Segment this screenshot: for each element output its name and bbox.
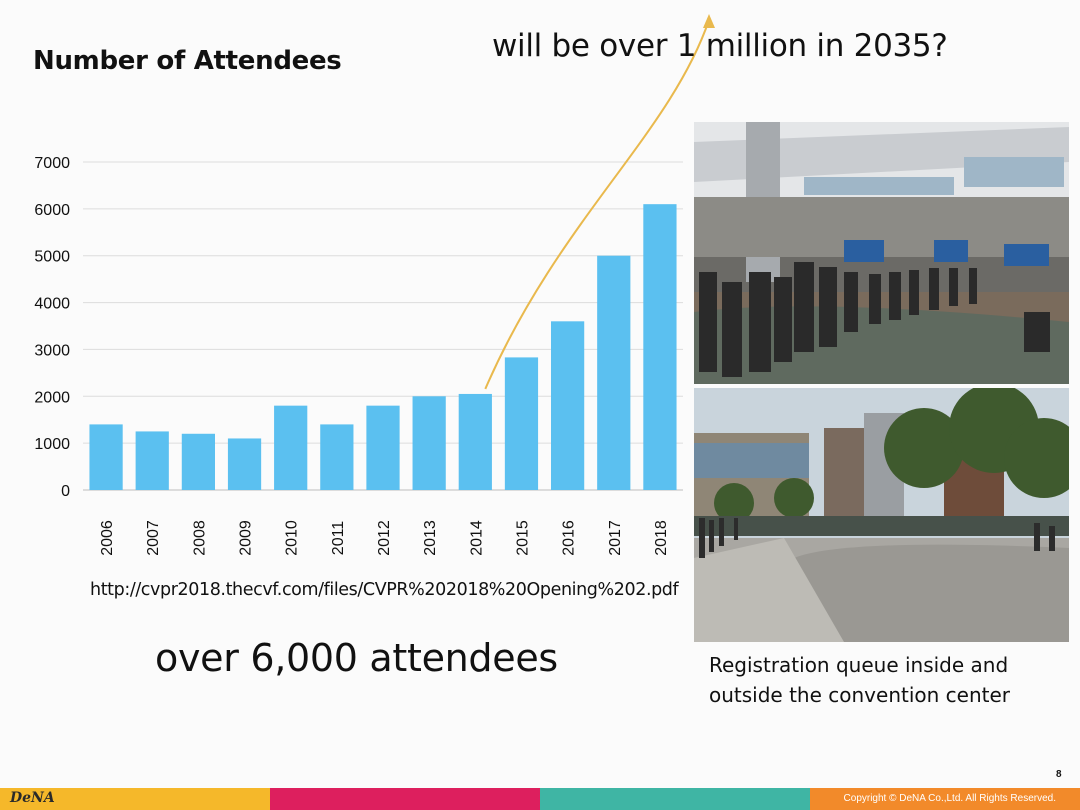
bar	[366, 405, 400, 490]
x-tick-label: 2016	[561, 520, 578, 556]
x-tick-label: 2006	[99, 520, 116, 556]
bar	[458, 393, 492, 490]
attendee-claim: over 6,000 attendees	[155, 636, 558, 680]
trend-arrow-line	[484, 19, 710, 390]
footer-segment-teal	[540, 788, 810, 810]
footer-segment-yellow	[0, 788, 270, 810]
footer-segment-orange	[810, 788, 1080, 810]
bar	[597, 255, 631, 490]
footer-segment-pink	[270, 788, 540, 810]
registration-queue-indoor-photo	[694, 122, 1069, 384]
x-tick-label: 2013	[422, 520, 439, 556]
x-tick-label: 2015	[514, 520, 531, 556]
y-tick-label: 1000	[34, 436, 70, 453]
x-tick-label: 2008	[191, 520, 208, 556]
x-tick-label: 2012	[376, 520, 393, 556]
page-number: 8	[1056, 769, 1062, 780]
dena-logo: DeNA	[10, 790, 55, 806]
bar	[89, 424, 123, 490]
bar	[551, 321, 585, 490]
y-tick-label: 6000	[34, 202, 70, 219]
y-tick-label: 4000	[34, 296, 70, 313]
y-tick-label: 3000	[34, 342, 70, 359]
x-tick-label: 2007	[145, 520, 162, 556]
x-tick-label: 2018	[653, 520, 670, 556]
footer-color-bar	[0, 788, 1080, 810]
photo-caption: Registration queue inside and outside th…	[709, 653, 1011, 707]
bar	[274, 405, 308, 490]
bar	[181, 433, 215, 490]
y-tick-label: 0	[61, 483, 70, 500]
x-tick-label: 2014	[468, 520, 485, 556]
y-tick-label: 7000	[34, 155, 70, 172]
trend-arrow-head-icon	[703, 14, 715, 28]
bar	[412, 396, 446, 490]
bar	[227, 438, 262, 490]
x-tick-label: 2009	[238, 520, 255, 556]
bar	[135, 431, 169, 490]
bar	[643, 204, 677, 490]
x-tick-label: 2011	[330, 521, 347, 556]
source-url: http://cvpr2018.thecvf.com/files/CVPR%20…	[90, 580, 679, 600]
headline: will be over 1 million in 2035?	[492, 28, 948, 64]
y-tick-label: 5000	[34, 249, 70, 266]
bar	[504, 357, 539, 490]
x-tick-label: 2017	[607, 520, 624, 556]
slide-title: Number of Attendees	[33, 46, 342, 76]
x-tick-label: 2010	[284, 520, 301, 556]
registration-queue-outdoor-photo	[694, 388, 1069, 642]
bar	[320, 424, 354, 490]
y-tick-label: 2000	[34, 389, 70, 406]
copyright-notice: Copyright © DeNA Co.,Ltd. All Rights Res…	[843, 793, 1056, 804]
